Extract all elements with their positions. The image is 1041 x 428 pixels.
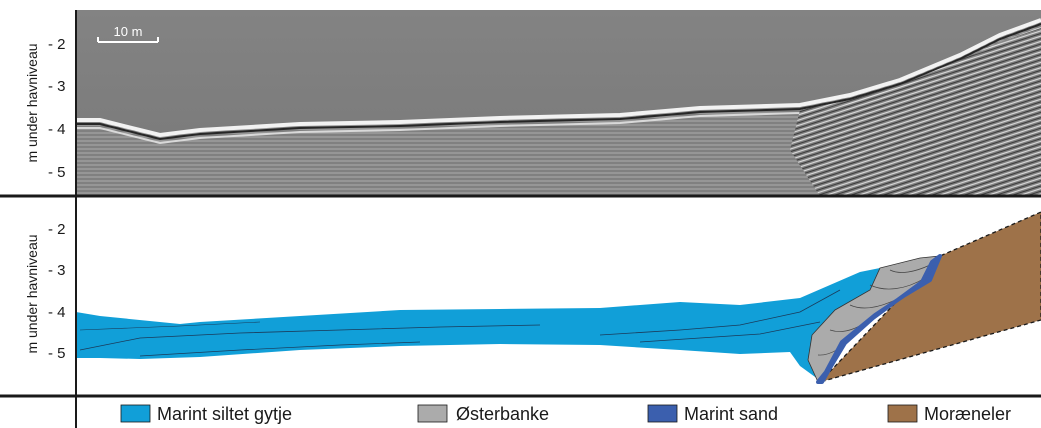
legend-label: Moræneler — [924, 404, 1011, 424]
top-panel: 10 m m under havniveau - 2 - 3 - 4 - 5 — [0, 0, 1041, 196]
top-tick-4: - 5 — [48, 164, 66, 181]
legend: Marint siltet gytje Østerbanke Marint sa… — [75, 396, 1011, 428]
legend-item-marint-siltet-gytje: Marint siltet gytje — [120, 404, 292, 424]
bottom-tick-3: - 4 — [48, 304, 66, 321]
top-tick-1: - 2 — [48, 36, 66, 53]
legend-swatch — [887, 404, 918, 423]
bottom-y-axis-label: m under havniveau — [24, 234, 40, 353]
scale-bar: 10 m — [97, 24, 159, 43]
bottom-panel: m under havniveau - 2 - 3 - 4 - 5 — [24, 196, 1041, 396]
legend-item-marint-sand: Marint sand — [647, 404, 778, 424]
legend-item-moraeneler: Moræneler — [887, 404, 1011, 424]
seabed-reflector — [76, 18, 1041, 138]
marint-siltet-gytje-unit — [76, 268, 880, 382]
top-tick-3: - 4 — [48, 121, 66, 138]
legend-item-osterbanke: Østerbanke — [417, 404, 549, 424]
legend-swatch — [647, 404, 678, 423]
scale-bar-label: 10 m — [114, 24, 143, 39]
bottom-tick-2: - 3 — [48, 262, 66, 279]
marint-sand-unit — [816, 254, 942, 384]
top-y-axis-label: m under havniveau — [24, 43, 40, 162]
top-tick-2: - 3 — [48, 78, 66, 95]
legend-swatch — [120, 404, 151, 423]
legend-label: Marint sand — [684, 404, 778, 424]
legend-label: Østerbanke — [456, 404, 549, 424]
bottom-tick-1: - 2 — [48, 221, 66, 238]
legend-label: Marint siltet gytje — [157, 404, 292, 424]
slope-reflectors — [790, 28, 1041, 196]
legend-swatch — [417, 404, 448, 423]
bottom-tick-4: - 5 — [48, 345, 66, 362]
